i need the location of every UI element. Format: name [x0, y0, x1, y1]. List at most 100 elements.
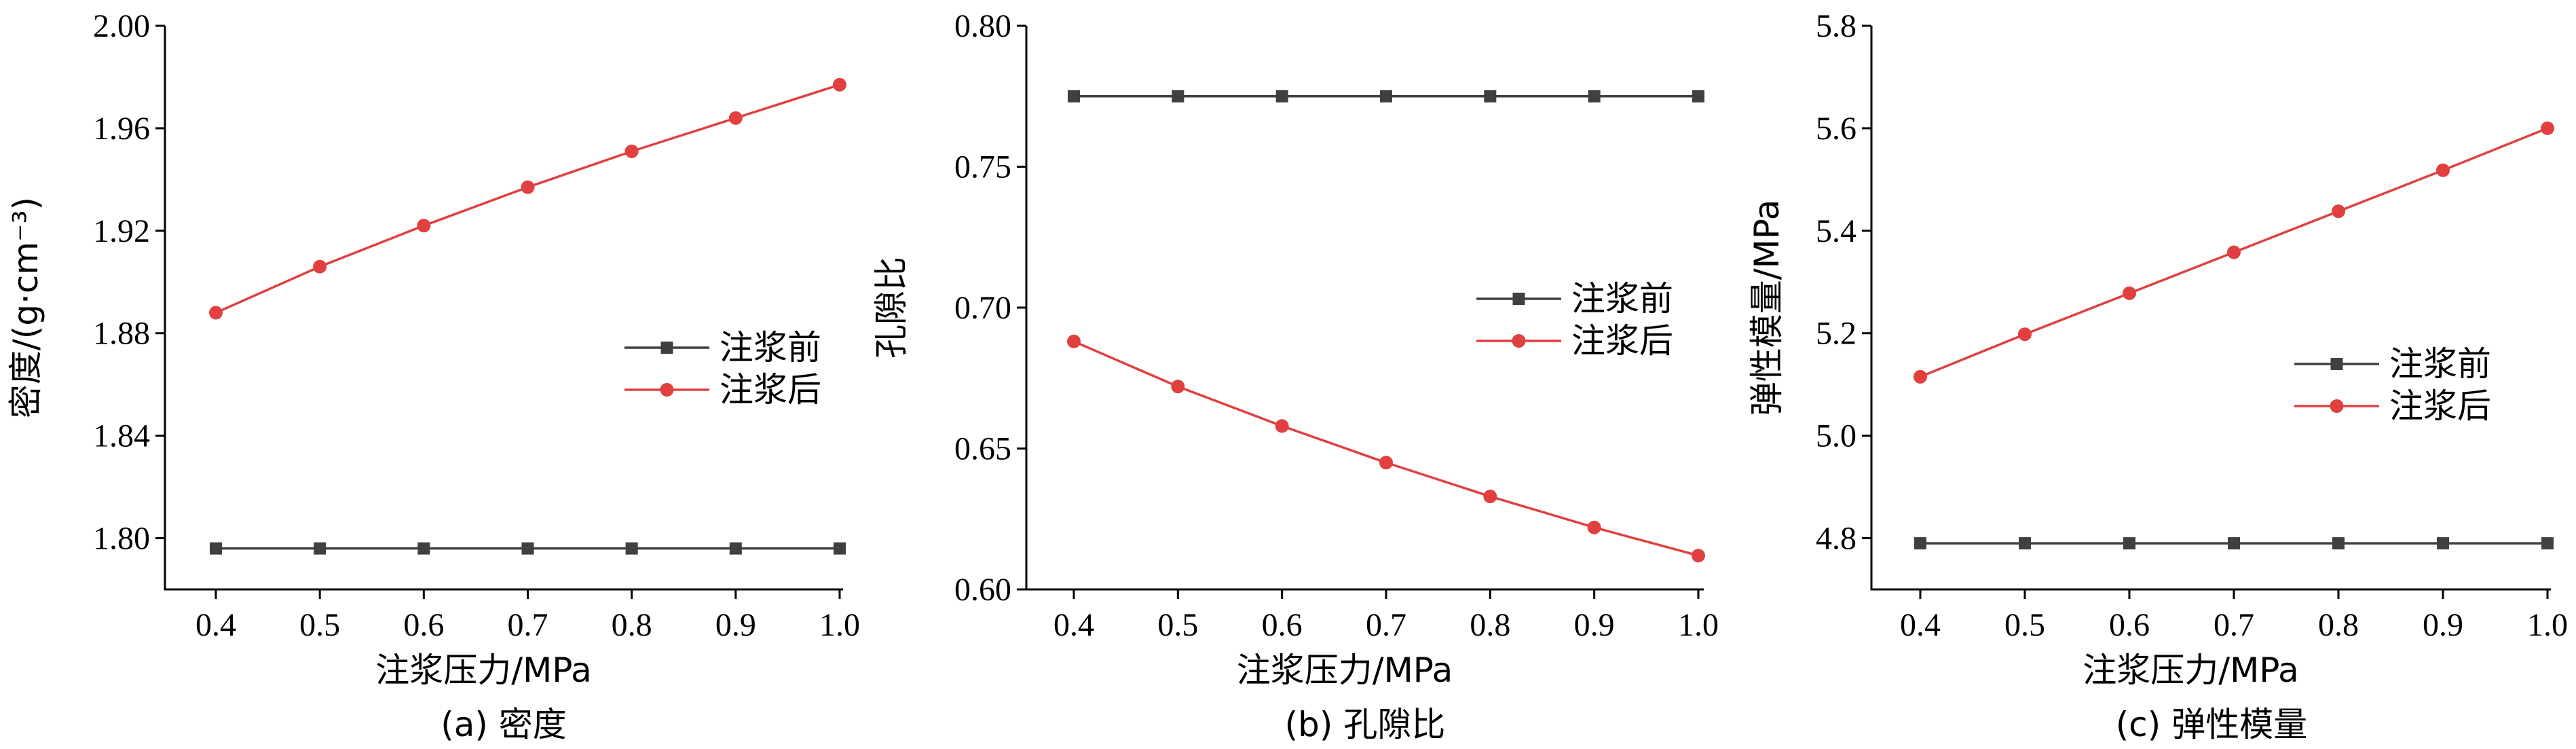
- data-point-circle: [313, 259, 327, 274]
- y-tick-label: 1.92: [93, 213, 150, 249]
- data-point-square: [2123, 537, 2135, 550]
- data-point-circle: [209, 306, 223, 320]
- axes: [1870, 26, 2551, 591]
- data-point-square: [1914, 537, 1926, 550]
- legend-label: 注浆后: [720, 370, 821, 409]
- data-point-circle: [521, 180, 535, 194]
- data-point-square: [314, 542, 326, 555]
- data-point-circle: [1379, 456, 1393, 470]
- data-point-square: [1068, 90, 1080, 103]
- y-tick-label: 0.75: [954, 149, 1011, 185]
- x-tick-label: 0.6: [1262, 607, 1303, 643]
- data-point-circle: [2332, 204, 2345, 219]
- legend-marker-circle: [1512, 334, 1526, 348]
- data-point-circle: [1171, 380, 1185, 394]
- data-point-circle: [2227, 245, 2241, 259]
- x-tick-label: 0.7: [508, 607, 548, 643]
- legend-marker-square: [1512, 293, 1525, 305]
- data-point-circle: [2123, 286, 2136, 300]
- legend-label: 注浆前: [1571, 279, 1673, 318]
- data-point-circle: [417, 219, 431, 233]
- y-tick-label: 5.6: [1816, 111, 1856, 147]
- y-tick-label: 5.2: [1816, 316, 1856, 352]
- panel-caption: (a) 密度: [441, 705, 567, 744]
- y-tick-label: 1.88: [93, 316, 150, 352]
- data-point-circle: [1692, 549, 1705, 563]
- x-tick-label: 1.0: [819, 607, 860, 643]
- data-point-square: [1380, 90, 1392, 103]
- x-tick-label: 0.6: [403, 607, 444, 643]
- panel-caption: (c) 弹性模量: [2116, 705, 2307, 744]
- series-line-1: [1073, 340, 1699, 557]
- y-tick-label: 5.8: [1816, 8, 1856, 44]
- series-line-1: [215, 84, 840, 314]
- legend-label: 注浆前: [720, 328, 821, 367]
- x-tick-label: 0.4: [1900, 607, 1941, 643]
- data-point-square: [1692, 90, 1704, 103]
- x-axis-title: 注浆压力/MPa: [1237, 651, 1453, 690]
- y-tick-label: 4.8: [1816, 521, 1856, 557]
- x-axis-title: 注浆压力/MPa: [375, 651, 592, 690]
- panel-a: 0.4 0.5 0.6 0.7 0.8 0.9 1.0 1.80 1.84 1.88 1.92 1.9…: [6, 8, 860, 744]
- legend-marker-square: [660, 342, 673, 354]
- legend-marker-square: [2330, 358, 2343, 370]
- x-tick-label: 0.7: [2214, 607, 2254, 643]
- x-tick-label: 0.9: [2423, 607, 2463, 643]
- data-point-square: [2228, 537, 2240, 550]
- y-axis-title: 弹性模量/MPa: [1747, 200, 1787, 416]
- legend-label: 注浆后: [2389, 386, 2491, 426]
- x-tick-label: 0.9: [715, 607, 756, 643]
- y-tick-label: 2.00: [93, 8, 150, 44]
- legend-marker-circle: [2330, 399, 2344, 413]
- x-tick-label: 0.8: [1470, 607, 1510, 643]
- data-point-square: [210, 542, 222, 555]
- data-point-circle: [1914, 369, 1927, 384]
- data-point-square: [2437, 537, 2449, 550]
- data-point-circle: [833, 77, 846, 92]
- data-point-square: [2332, 537, 2345, 550]
- legend-label: 注浆后: [1571, 321, 1673, 361]
- data-point-circle: [1587, 520, 1601, 534]
- x-axis-title: 注浆压力/MPa: [2083, 651, 2299, 690]
- y-tick-label: 0.80: [954, 8, 1011, 44]
- x-tick-label: 0.4: [1053, 607, 1094, 643]
- data-point-square: [834, 542, 846, 555]
- panel-c: 0.4 0.5 0.6 0.7 0.8 0.9 1.0 4.8 5.0 5.2 5.4 5.6 5.8 注…: [1747, 8, 2568, 744]
- y-axis-title: 孔隙比: [872, 257, 911, 359]
- panel-b: 0.4 0.5 0.6 0.7 0.8 0.9 1.0 0.60 0.65 0.70 0.75 0.8…: [872, 8, 1719, 744]
- data-point-square: [1484, 90, 1497, 103]
- x-tick-label: 1.0: [2527, 607, 2568, 643]
- y-tick-label: 0.65: [954, 431, 1011, 467]
- x-tick-label: 1.0: [1678, 607, 1719, 643]
- y-tick-label: 5.0: [1816, 418, 1856, 454]
- legend-label: 注浆前: [2389, 344, 2491, 384]
- panel-caption: (b) 孔隙比: [1285, 705, 1446, 744]
- data-point-square: [1172, 90, 1184, 103]
- data-point-circle: [1275, 419, 1289, 433]
- x-tick-label: 0.7: [1366, 607, 1406, 643]
- y-tick-label: 1.80: [93, 521, 150, 557]
- x-tick-label: 0.4: [195, 607, 236, 643]
- data-point-square: [2541, 537, 2554, 550]
- x-tick-label: 0.8: [612, 607, 652, 643]
- x-tick-label: 0.5: [299, 607, 340, 643]
- y-axis-title: 密度/(g·cm⁻³): [6, 197, 45, 418]
- x-tick-label: 0.5: [1157, 607, 1198, 643]
- data-point-circle: [1483, 490, 1497, 504]
- data-point-circle: [1067, 334, 1081, 348]
- y-tick-label: 1.84: [93, 418, 150, 454]
- data-point-square: [2019, 537, 2031, 550]
- legend-marker-circle: [660, 383, 674, 397]
- data-point-square: [1275, 90, 1288, 103]
- y-tick-label: 0.60: [954, 572, 1011, 608]
- data-point-circle: [624, 144, 639, 158]
- x-tick-label: 0.9: [1574, 607, 1615, 643]
- data-point-square: [625, 542, 638, 555]
- data-point-square: [521, 542, 534, 555]
- x-tick-label: 0.8: [2318, 607, 2359, 643]
- data-point-square: [1588, 90, 1601, 103]
- data-point-square: [729, 542, 742, 555]
- data-point-square: [417, 542, 430, 555]
- data-point-circle: [2018, 327, 2032, 342]
